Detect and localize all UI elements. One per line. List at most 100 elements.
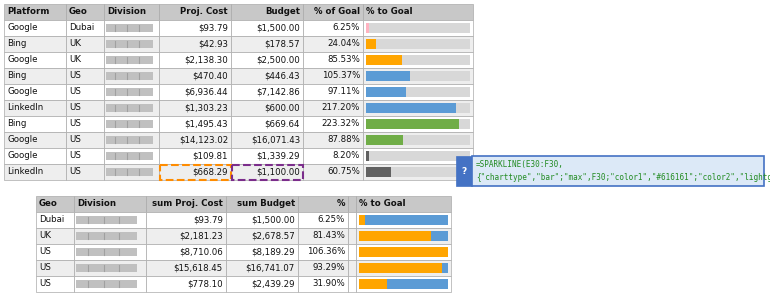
- Bar: [348, 244, 356, 260]
- Bar: [363, 164, 473, 180]
- Bar: [356, 228, 451, 244]
- Bar: [74, 212, 146, 228]
- Text: % to Goal: % to Goal: [359, 200, 406, 208]
- Text: 60.75%: 60.75%: [327, 168, 360, 176]
- Bar: [4, 4, 66, 20]
- Bar: [106, 168, 152, 176]
- Bar: [66, 68, 104, 84]
- Text: 85.53%: 85.53%: [327, 56, 360, 65]
- Bar: [298, 244, 348, 260]
- Bar: [159, 52, 231, 68]
- Text: US: US: [69, 104, 81, 112]
- Text: $16,741.07: $16,741.07: [246, 263, 295, 273]
- Text: =SPARKLINE(E30:F30,: =SPARKLINE(E30:F30,: [476, 160, 564, 169]
- Bar: [146, 276, 226, 292]
- Bar: [104, 20, 159, 36]
- Bar: [359, 263, 448, 273]
- Bar: [104, 52, 159, 68]
- Bar: [74, 244, 146, 260]
- Bar: [363, 100, 473, 116]
- Text: $669.64: $669.64: [265, 120, 300, 128]
- Bar: [366, 135, 403, 145]
- Text: LinkedIn: LinkedIn: [7, 104, 43, 112]
- Text: 106.36%: 106.36%: [306, 247, 345, 257]
- Bar: [4, 68, 66, 84]
- Bar: [159, 4, 231, 20]
- Text: $42.93: $42.93: [198, 39, 228, 49]
- Bar: [4, 132, 66, 148]
- Text: 105.37%: 105.37%: [322, 72, 360, 81]
- Text: Google: Google: [7, 136, 38, 144]
- Bar: [106, 120, 152, 128]
- Bar: [431, 231, 448, 241]
- Bar: [146, 212, 226, 228]
- Text: UK: UK: [69, 56, 81, 65]
- Bar: [363, 4, 473, 20]
- Text: % of Goal: % of Goal: [314, 7, 360, 17]
- Bar: [66, 84, 104, 100]
- Bar: [366, 167, 470, 177]
- Text: 8.20%: 8.20%: [333, 152, 360, 160]
- Bar: [74, 276, 146, 292]
- Text: Geo: Geo: [69, 7, 88, 17]
- Bar: [4, 84, 66, 100]
- Text: US: US: [69, 152, 81, 160]
- Bar: [363, 20, 473, 36]
- Bar: [36, 260, 74, 276]
- Bar: [232, 165, 303, 179]
- Text: Division: Division: [107, 7, 146, 17]
- Bar: [359, 231, 448, 241]
- Bar: [303, 68, 363, 84]
- Bar: [387, 279, 448, 289]
- Bar: [231, 84, 303, 100]
- Text: $2,138.30: $2,138.30: [184, 56, 228, 65]
- Bar: [231, 36, 303, 52]
- Bar: [76, 264, 137, 272]
- Bar: [366, 71, 410, 81]
- Bar: [356, 212, 451, 228]
- Bar: [356, 276, 451, 292]
- Text: $6,936.44: $6,936.44: [184, 88, 228, 96]
- Bar: [359, 247, 448, 257]
- Text: $2,500.00: $2,500.00: [256, 56, 300, 65]
- Bar: [146, 196, 226, 212]
- Bar: [36, 212, 74, 228]
- Text: 81.43%: 81.43%: [312, 231, 345, 240]
- Bar: [159, 36, 231, 52]
- Bar: [226, 196, 298, 212]
- Bar: [106, 40, 152, 48]
- Bar: [231, 100, 303, 116]
- Bar: [303, 132, 363, 148]
- Bar: [356, 244, 451, 260]
- Bar: [159, 165, 230, 179]
- Bar: [363, 52, 473, 68]
- Bar: [106, 24, 152, 32]
- Bar: [74, 260, 146, 276]
- Bar: [472, 156, 764, 186]
- Bar: [366, 23, 470, 33]
- Text: Google: Google: [7, 152, 38, 160]
- Text: $1,303.23: $1,303.23: [184, 104, 228, 112]
- Text: LinkedIn: LinkedIn: [7, 168, 43, 176]
- Bar: [66, 100, 104, 116]
- Text: ?: ?: [461, 166, 467, 176]
- Bar: [104, 148, 159, 164]
- Bar: [366, 119, 470, 129]
- Text: Bing: Bing: [7, 120, 26, 128]
- Text: Dubai: Dubai: [69, 23, 94, 33]
- Text: $7,142.86: $7,142.86: [256, 88, 300, 96]
- Bar: [363, 68, 473, 84]
- Bar: [4, 52, 66, 68]
- Text: $93.79: $93.79: [198, 23, 228, 33]
- Bar: [104, 132, 159, 148]
- Bar: [106, 89, 152, 96]
- Bar: [231, 164, 303, 180]
- Bar: [303, 52, 363, 68]
- Bar: [106, 57, 152, 64]
- Bar: [76, 248, 137, 256]
- Text: Budget: Budget: [265, 7, 300, 17]
- Text: 223.32%: 223.32%: [322, 120, 360, 128]
- Bar: [366, 103, 457, 113]
- Bar: [231, 132, 303, 148]
- Bar: [303, 100, 363, 116]
